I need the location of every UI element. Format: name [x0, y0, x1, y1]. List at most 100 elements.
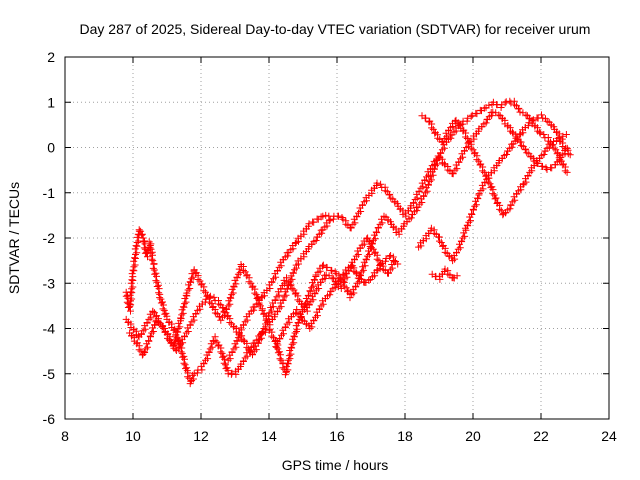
x-tick-label: 12: [193, 428, 209, 444]
data-point-marker: [144, 253, 151, 261]
data-point-marker: [365, 276, 373, 284]
data-point-marker: [276, 355, 284, 363]
data-point-marker: [189, 375, 197, 383]
data-point-marker: [319, 212, 327, 220]
data-point-marker: [148, 329, 156, 337]
data-point-marker: [453, 272, 461, 280]
data-point-marker: [385, 191, 393, 199]
y-tick-label: -3: [43, 275, 56, 291]
data-point-marker: [180, 352, 188, 360]
data-point-marker: [228, 291, 236, 299]
data-point-marker: [274, 267, 281, 274]
data-point-marker: [177, 314, 185, 322]
data-point-marker: [159, 305, 167, 313]
data-point-marker: [514, 105, 522, 113]
data-point-marker: [224, 312, 232, 320]
data-point-marker: [181, 332, 188, 340]
data-point-marker: [183, 289, 191, 297]
data-point-marker: [129, 273, 137, 281]
data-point-marker: [328, 274, 336, 282]
data-point-marker: [240, 336, 248, 344]
data-point-marker: [308, 284, 315, 292]
data-point-marker: [135, 237, 143, 245]
data-point-marker: [354, 251, 362, 258]
data-point-marker: [290, 339, 298, 347]
data-point-marker: [381, 187, 389, 195]
data-point-marker: [550, 138, 557, 145]
data-point-marker: [159, 298, 166, 306]
data-point-marker: [323, 264, 331, 272]
data-point-marker: [373, 179, 381, 187]
data-point-marker: [422, 114, 430, 122]
data-point-marker: [271, 296, 279, 304]
data-point-marker: [211, 337, 219, 345]
data-point-marker: [153, 272, 160, 280]
data-point-marker: [272, 337, 280, 344]
data-point-marker: [186, 285, 194, 292]
data-point-marker: [443, 133, 451, 141]
data-point-marker: [326, 216, 334, 224]
x-tick-label: 22: [533, 428, 549, 444]
data-point-marker: [317, 213, 325, 221]
data-point-marker: [453, 248, 460, 256]
data-point-marker: [275, 291, 283, 299]
data-point-marker: [219, 304, 227, 312]
data-point-marker: [277, 356, 285, 364]
data-point-marker: [137, 227, 145, 235]
data-point-marker: [480, 104, 488, 112]
data-point-marker: [135, 346, 143, 354]
data-point-marker: [492, 194, 500, 202]
data-point-marker: [205, 348, 213, 356]
data-point-marker: [439, 138, 447, 145]
data-point-marker: [189, 371, 197, 379]
data-point-marker: [281, 323, 289, 331]
data-point-marker: [517, 142, 525, 150]
data-point-marker: [277, 285, 285, 293]
data-point-marker: [377, 180, 385, 188]
data-point-marker: [190, 316, 198, 324]
data-point-marker: [427, 176, 435, 184]
data-point-marker: [280, 293, 288, 301]
data-point-marker: [467, 144, 475, 152]
y-tick-label: -1: [43, 185, 56, 201]
data-point-marker: [554, 149, 562, 157]
data-point-marker: [469, 205, 477, 213]
data-point-marker: [312, 237, 320, 244]
data-point-marker: [281, 371, 289, 379]
chart-title: Day 287 of 2025, Sidereal Day-to-day VTE…: [80, 21, 591, 37]
data-point-marker: [319, 300, 327, 308]
data-point-marker: [264, 312, 272, 320]
data-point-marker: [173, 328, 181, 336]
data-point-marker: [200, 287, 208, 295]
data-point-marker: [268, 307, 276, 315]
data-point-marker: [234, 270, 242, 278]
data-point-marker: [468, 111, 476, 119]
data-point-marker: [180, 359, 188, 367]
data-point-marker: [496, 205, 504, 213]
data-point-marker: [291, 329, 299, 337]
data-point-marker: [464, 114, 472, 122]
data-point-marker: [173, 334, 181, 342]
data-point-marker: [186, 380, 194, 388]
data-point-marker: [189, 273, 197, 281]
data-point-marker: [152, 269, 160, 277]
data-point-marker: [257, 302, 264, 310]
data-point-marker: [149, 307, 157, 315]
data-point-marker: [220, 307, 228, 315]
data-point-marker: [563, 168, 571, 176]
data-point-marker: [372, 228, 380, 236]
data-point-marker: [427, 165, 434, 173]
data-point-marker: [314, 312, 321, 320]
data-point-marker: [177, 348, 185, 356]
data-point-marker: [129, 283, 137, 291]
data-point-marker: [467, 112, 475, 120]
data-point-marker: [337, 285, 345, 292]
data-point-marker: [335, 212, 342, 220]
data-point-marker: [459, 153, 467, 161]
data-point-marker: [202, 295, 210, 303]
y-tick-label: -6: [43, 411, 56, 427]
x-tick-label: 20: [465, 428, 481, 444]
data-point-marker: [164, 334, 171, 342]
data-point-marker: [233, 337, 241, 345]
data-point-marker: [188, 377, 196, 384]
